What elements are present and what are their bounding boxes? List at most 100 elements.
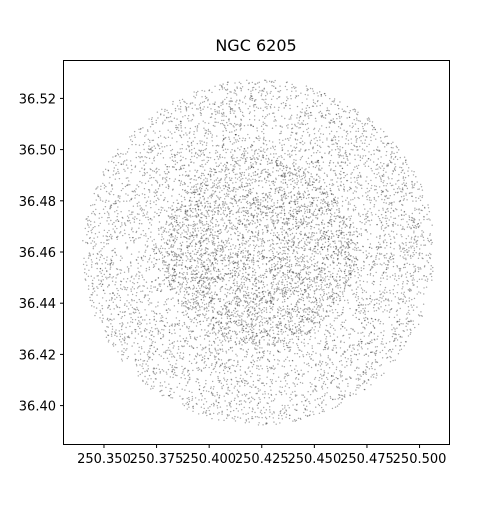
scatter-point bbox=[229, 273, 232, 275]
scatter-point bbox=[282, 281, 284, 283]
scatter-point bbox=[249, 236, 252, 238]
scatter-point bbox=[170, 236, 172, 238]
scatter-point bbox=[357, 373, 359, 376]
scatter-point bbox=[370, 219, 373, 221]
scatter-point bbox=[257, 238, 259, 240]
scatter-point bbox=[203, 357, 206, 360]
scatter-point bbox=[168, 171, 170, 174]
scatter-point bbox=[194, 169, 196, 171]
scatter-point bbox=[253, 310, 256, 312]
scatter-point bbox=[113, 318, 115, 320]
scatter-point bbox=[357, 295, 359, 298]
scatter-point bbox=[231, 156, 233, 158]
scatter-point bbox=[350, 177, 352, 179]
scatter-point bbox=[314, 297, 317, 299]
scatter-point bbox=[262, 283, 265, 286]
scatter-point bbox=[297, 338, 300, 341]
scatter-point bbox=[293, 418, 296, 421]
scatter-point bbox=[246, 226, 248, 228]
scatter-point bbox=[208, 284, 210, 286]
scatter-point bbox=[213, 158, 216, 161]
scatter-point bbox=[406, 221, 408, 223]
scatter-point bbox=[253, 104, 256, 106]
scatter-point bbox=[354, 208, 357, 211]
scatter-point bbox=[188, 345, 191, 347]
scatter-point bbox=[403, 182, 405, 184]
scatter-point bbox=[221, 246, 224, 249]
scatter-point bbox=[272, 372, 275, 375]
scatter-point bbox=[239, 324, 241, 327]
scatter-point bbox=[255, 192, 258, 194]
scatter-point bbox=[376, 163, 379, 166]
scatter-point bbox=[380, 213, 383, 216]
scatter-point bbox=[329, 243, 331, 245]
scatter-point bbox=[274, 192, 276, 195]
scatter-point bbox=[266, 147, 269, 150]
scatter-point bbox=[189, 301, 192, 304]
scatter-point bbox=[268, 113, 271, 115]
scatter-point bbox=[111, 328, 114, 330]
scatter-point bbox=[277, 190, 279, 192]
scatter-point bbox=[330, 200, 333, 202]
scatter-point bbox=[336, 145, 339, 148]
scatter-point bbox=[383, 142, 385, 145]
scatter-point bbox=[183, 100, 185, 103]
scatter-point bbox=[278, 309, 280, 311]
scatter-point bbox=[252, 293, 254, 296]
scatter-point bbox=[208, 215, 210, 217]
scatter-point bbox=[339, 275, 341, 278]
scatter-point bbox=[207, 239, 210, 241]
scatter-point bbox=[310, 279, 312, 281]
scatter-point bbox=[258, 207, 260, 210]
scatter-point bbox=[189, 266, 192, 268]
scatter-point bbox=[180, 151, 182, 154]
scatter-point bbox=[291, 127, 294, 129]
scatter-point bbox=[293, 289, 296, 292]
scatter-point bbox=[183, 164, 186, 167]
scatter-point bbox=[249, 253, 251, 255]
scatter-point bbox=[207, 257, 209, 260]
scatter-point bbox=[353, 118, 355, 121]
scatter-point bbox=[271, 268, 273, 271]
scatter-point bbox=[109, 207, 111, 209]
scatter-point bbox=[346, 197, 349, 199]
scatter-point bbox=[149, 141, 151, 144]
scatter-point bbox=[235, 403, 238, 405]
scatter-point bbox=[365, 192, 367, 194]
scatter-point bbox=[232, 125, 234, 127]
scatter-point bbox=[408, 215, 410, 217]
scatter-point bbox=[349, 285, 351, 287]
scatter-point bbox=[230, 372, 232, 374]
scatter-point bbox=[282, 274, 284, 277]
scatter-point bbox=[295, 286, 297, 288]
scatter-point bbox=[277, 308, 279, 310]
scatter-point bbox=[258, 292, 261, 294]
scatter-point bbox=[114, 173, 117, 175]
scatter-point bbox=[113, 294, 116, 296]
scatter-point bbox=[149, 148, 152, 150]
scatter-point bbox=[238, 176, 241, 179]
scatter-point bbox=[314, 311, 316, 314]
scatter-point bbox=[228, 303, 230, 305]
scatter-point bbox=[272, 252, 274, 255]
scatter-point bbox=[338, 140, 340, 142]
scatter-point bbox=[241, 394, 244, 396]
scatter-point bbox=[394, 345, 397, 347]
scatter-point bbox=[252, 199, 255, 201]
scatter-point bbox=[234, 303, 237, 305]
scatter-point bbox=[289, 172, 292, 174]
scatter-point bbox=[382, 295, 384, 297]
scatter-point bbox=[144, 182, 147, 185]
scatter-point bbox=[287, 98, 289, 100]
scatter-point bbox=[167, 269, 169, 271]
scatter-point bbox=[105, 276, 107, 278]
scatter-point bbox=[277, 340, 279, 342]
scatter-point bbox=[283, 202, 285, 204]
scatter-point bbox=[93, 241, 96, 243]
scatter-point bbox=[381, 274, 383, 276]
scatter-point bbox=[255, 335, 258, 337]
scatter-point bbox=[205, 310, 208, 312]
scatter-point bbox=[166, 239, 169, 241]
scatter-point bbox=[258, 342, 261, 344]
scatter-point bbox=[179, 242, 182, 245]
